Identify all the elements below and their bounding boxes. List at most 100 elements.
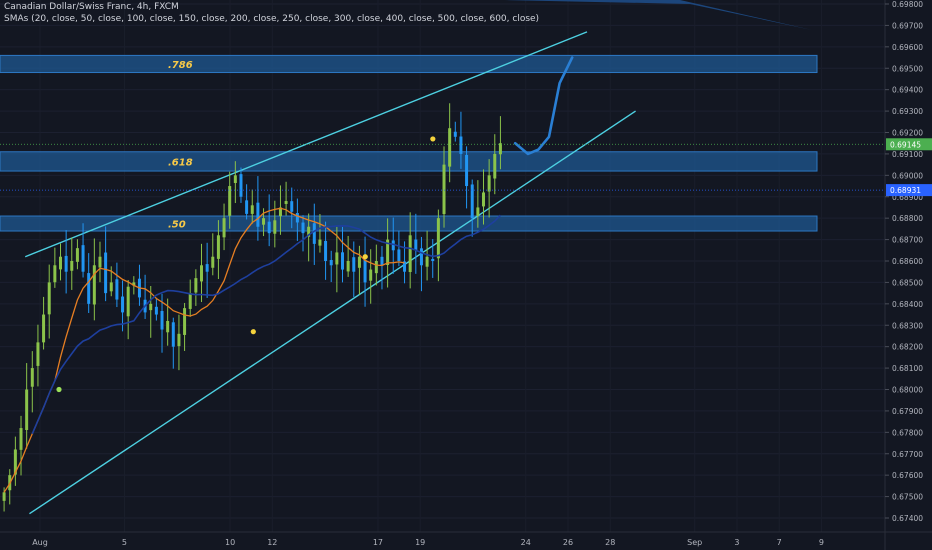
y-tick-label: 0.68700 — [892, 236, 923, 245]
candle-body — [160, 311, 164, 330]
sma-lines — [3, 207, 501, 493]
price-axis[interactable]: 0.69800 0.69700 0.69600 0.69500 0.69400 0.693… — [885, 0, 923, 523]
y-tick-label: 0.67900 — [892, 407, 923, 416]
price-badge — [886, 184, 932, 197]
candle-body — [239, 174, 243, 197]
x-tick-label: 17 — [373, 538, 383, 547]
x-tick-label: 12 — [267, 538, 277, 547]
indicator-legend: SMAs (20, close, 50, close, 100, close, … — [4, 14, 540, 24]
candle-body — [312, 223, 316, 244]
y-tick-label: 0.68600 — [892, 257, 923, 266]
candle-body — [397, 249, 401, 261]
fib-zone-label: .618 — [168, 157, 193, 168]
candle-body — [476, 207, 480, 216]
fib-zone — [0, 54, 818, 74]
candle-body — [498, 143, 502, 155]
candle-body — [109, 282, 113, 292]
candle-body — [126, 286, 130, 317]
fib-zone — [0, 215, 818, 232]
candle-body — [47, 282, 51, 315]
candle-body — [425, 256, 429, 267]
candle-body — [307, 226, 311, 237]
candle-body — [318, 239, 322, 246]
y-tick-label: 0.69800 — [892, 0, 923, 9]
candle-body — [64, 255, 68, 272]
channel-line-lower — [29, 110, 636, 515]
candle-body — [98, 256, 102, 268]
y-tick-label: 0.68200 — [892, 343, 923, 352]
candle-body — [352, 257, 356, 272]
candle-body — [36, 342, 40, 366]
y-tick-label: 0.68400 — [892, 300, 923, 309]
y-tick-label: 0.69000 — [892, 171, 923, 180]
candle-body — [408, 235, 412, 273]
x-tick-label: 5 — [122, 538, 127, 547]
candle-body — [188, 293, 192, 309]
candle-body — [233, 175, 237, 184]
candle-body — [346, 261, 350, 272]
y-tick-label: 0.67400 — [892, 514, 923, 523]
x-tick-label: Aug — [32, 538, 48, 547]
y-tick-label: 0.69500 — [892, 64, 923, 73]
fib-zone-label: .786 — [168, 60, 193, 71]
candle-body — [222, 218, 226, 238]
time-axis[interactable]: Aug 5 10 12 17 19 24 26 28 Sep 3 7 9 — [32, 538, 824, 547]
y-tick-label: 0.67700 — [892, 450, 923, 459]
candle-body — [487, 175, 491, 192]
x-tick-label: 26 — [563, 538, 573, 547]
price-badge-label: 0.69145 — [890, 140, 921, 149]
y-tick-label: 0.67800 — [892, 428, 923, 437]
price-badge — [886, 138, 932, 151]
x-tick-label: 24 — [521, 538, 531, 547]
fib-zone-label: .50 — [168, 220, 186, 231]
candle-body — [369, 269, 373, 281]
candle-body — [183, 308, 187, 335]
y-tick-label: 0.67600 — [892, 471, 923, 480]
candle-body — [154, 306, 158, 315]
x-tick-label: Sep — [687, 538, 702, 547]
candle-body — [216, 235, 220, 259]
candle-body — [329, 260, 333, 266]
y-tick-label: 0.68100 — [892, 364, 923, 373]
candle-body — [374, 261, 378, 274]
candle-body — [70, 261, 74, 271]
y-tick-label: 0.68900 — [892, 193, 923, 202]
signal-markers — [56, 136, 436, 393]
price-badges: 0.69145 0.68931 — [0, 138, 932, 197]
signal-marker — [250, 329, 256, 335]
candle-body — [335, 252, 339, 265]
candle-body — [92, 265, 96, 305]
candle-body — [414, 239, 418, 251]
candle-body — [267, 221, 271, 234]
candle-body — [403, 261, 407, 272]
candle-body — [273, 220, 277, 234]
candle-body — [436, 218, 440, 259]
candle-body — [459, 136, 463, 154]
candle-body — [256, 202, 260, 227]
projection-line — [513, 56, 574, 156]
candle-body — [431, 258, 435, 261]
y-tick-label: 0.69700 — [892, 21, 923, 30]
y-tick-label: 0.69300 — [892, 107, 923, 116]
fib-zones: .786 .618 .50 — [0, 54, 818, 232]
candle-body — [250, 205, 254, 214]
x-tick-label: 9 — [819, 538, 824, 547]
price-badge-label: 0.68931 — [890, 186, 921, 195]
candle-body — [149, 303, 153, 311]
signal-marker — [56, 386, 62, 393]
candle-body — [87, 273, 91, 304]
candle-body — [132, 282, 136, 286]
candle-body — [386, 239, 390, 266]
candle-body — [75, 248, 79, 262]
y-tick-label: 0.69600 — [892, 43, 923, 52]
candle-body — [211, 256, 215, 268]
candle-body — [453, 131, 457, 137]
y-tick-label: 0.69200 — [892, 129, 923, 138]
candle-body — [301, 222, 305, 234]
candle-body — [295, 213, 299, 223]
candle-body — [81, 245, 85, 272]
x-tick-label: 3 — [734, 538, 739, 547]
candle-body — [493, 153, 497, 179]
